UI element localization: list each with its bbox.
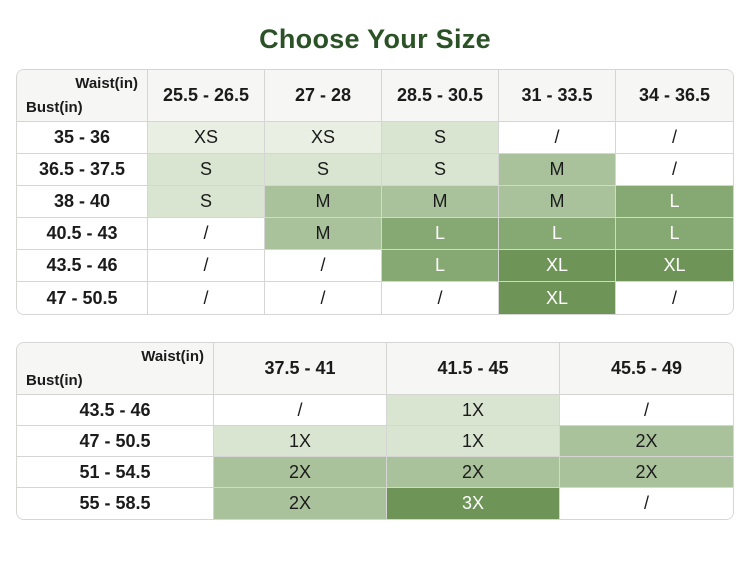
size-cell-unavailable: / [616, 154, 733, 186]
bust-range-label: 40.5 - 43 [17, 218, 148, 250]
table-row: 43.5 - 46/1X / [17, 395, 733, 426]
corner-header-cell: Waist(in) Bust(in) [17, 343, 214, 395]
size-cell: 2X [387, 457, 560, 488]
size-cell: M [265, 186, 382, 218]
size-cell: XS [265, 122, 382, 154]
size-cell: 3X [387, 488, 560, 519]
bust-range-label: 47 - 50.5 [17, 282, 148, 314]
table-row: 55 - 58.5 2X 3X / [17, 488, 733, 519]
waist-range-header: 28.5 - 30.5 [382, 70, 499, 122]
size-cell: M [499, 186, 616, 218]
header-row: Waist(in) Bust(in) 37.5 - 41 41.5 - 45 45.… [17, 343, 733, 395]
waist-axis-label: Waist(in) [75, 75, 138, 92]
regular-size-table: Waist(in) Bust(in) 25.5 - 26.5 27 - 28 28.… [17, 70, 733, 314]
size-cell-unavailable: / [499, 122, 616, 154]
size-cell-unavailable: / [616, 122, 733, 154]
waist-range-header: 45.5 - 49 [560, 343, 733, 395]
table-row: 40.5 - 43/M L L L [17, 218, 733, 250]
size-cell: L [616, 186, 733, 218]
size-cell: M [499, 154, 616, 186]
size-cell: S [382, 154, 499, 186]
bust-range-label: 43.5 - 46 [17, 250, 148, 282]
size-cell: 2X [214, 488, 387, 519]
size-cell: 1X [387, 395, 560, 426]
waist-axis-label: Waist(in) [141, 348, 204, 365]
plus-size-table: Waist(in) Bust(in) 37.5 - 41 41.5 - 45 45.… [17, 343, 733, 519]
table-row: 35 - 36 XS XS S / / [17, 122, 733, 154]
waist-range-header: 25.5 - 26.5 [148, 70, 265, 122]
bust-range-label: 47 - 50.5 [17, 426, 214, 457]
size-cell: S [265, 154, 382, 186]
regular-size-table-wrap: Waist(in) Bust(in) 25.5 - 26.5 27 - 28 28.… [16, 69, 734, 315]
size-chart-page: Choose Your Size Waist(in) Bust(in) 25.5… [0, 24, 750, 562]
size-cell: M [382, 186, 499, 218]
size-cell: M [265, 218, 382, 250]
size-cell-unavailable: / [265, 250, 382, 282]
table-row: 47 - 50.5 1X 1X 2X [17, 426, 733, 457]
size-cell-unavailable: / [214, 395, 387, 426]
table-row: 51 - 54.5 2X 2X 2X [17, 457, 733, 488]
size-cell-unavailable: / [148, 282, 265, 314]
table-row: 47 - 50.5// / XL / [17, 282, 733, 314]
size-cell: S [148, 186, 265, 218]
corner-header-cell: Waist(in) Bust(in) [17, 70, 148, 122]
bust-range-label: 35 - 36 [17, 122, 148, 154]
size-cell: 1X [387, 426, 560, 457]
table-row: 43.5 - 46// L XL XL [17, 250, 733, 282]
size-cell: XL [499, 282, 616, 314]
size-cell-unavailable: / [265, 282, 382, 314]
waist-range-header: 34 - 36.5 [616, 70, 733, 122]
header-row: Waist(in) Bust(in) 25.5 - 26.5 27 - 28 28.… [17, 70, 733, 122]
size-cell: XL [616, 250, 733, 282]
size-cell: XS [148, 122, 265, 154]
size-cell: 2X [560, 426, 733, 457]
size-cell: S [382, 122, 499, 154]
page-title: Choose Your Size [259, 24, 491, 54]
table-row: 36.5 - 37.5 S S S M / [17, 154, 733, 186]
size-cell-unavailable: / [616, 282, 733, 314]
size-cell: XL [499, 250, 616, 282]
table-row: 38 - 40 S M M M L [17, 186, 733, 218]
bust-range-label: 55 - 58.5 [17, 488, 214, 519]
size-cell: S [148, 154, 265, 186]
size-cell-unavailable: / [382, 282, 499, 314]
size-cell: L [382, 250, 499, 282]
waist-range-header: 27 - 28 [265, 70, 382, 122]
size-cell-unavailable: / [148, 218, 265, 250]
size-cell: 1X [214, 426, 387, 457]
bust-axis-label: Bust(in) [26, 99, 83, 116]
waist-range-header: 41.5 - 45 [387, 343, 560, 395]
bust-range-label: 38 - 40 [17, 186, 148, 218]
bust-range-label: 51 - 54.5 [17, 457, 214, 488]
waist-range-header: 31 - 33.5 [499, 70, 616, 122]
plus-size-table-wrap: Waist(in) Bust(in) 37.5 - 41 41.5 - 45 45.… [16, 342, 734, 520]
size-cell-unavailable: / [148, 250, 265, 282]
waist-range-header: 37.5 - 41 [214, 343, 387, 395]
size-cell-unavailable: / [560, 488, 733, 519]
size-cell: L [616, 218, 733, 250]
size-cell: 2X [214, 457, 387, 488]
bust-range-label: 36.5 - 37.5 [17, 154, 148, 186]
size-cell-unavailable: / [560, 395, 733, 426]
size-cell: L [499, 218, 616, 250]
size-cell: 2X [560, 457, 733, 488]
bust-range-label: 43.5 - 46 [17, 395, 214, 426]
size-cell: L [382, 218, 499, 250]
bust-axis-label: Bust(in) [26, 372, 83, 389]
